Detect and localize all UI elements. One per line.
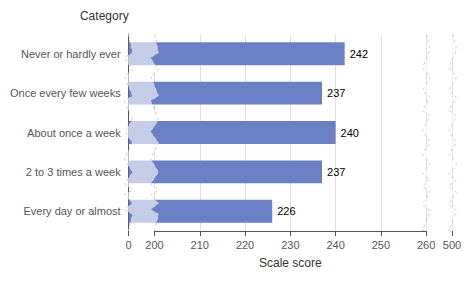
svg-text:230: 230 — [281, 239, 299, 251]
svg-text:200: 200 — [145, 239, 163, 251]
svg-text:Category: Category — [80, 9, 129, 23]
svg-text:240: 240 — [341, 127, 359, 139]
svg-text:0: 0 — [126, 239, 132, 251]
svg-text:Never or hardly ever: Never or hardly ever — [21, 48, 121, 60]
svg-text:About once a week: About once a week — [27, 127, 121, 139]
svg-text:237: 237 — [327, 87, 345, 99]
svg-text:500: 500 — [443, 239, 461, 251]
svg-text:250: 250 — [372, 239, 390, 251]
svg-text:220: 220 — [236, 239, 254, 251]
svg-text:226: 226 — [277, 205, 295, 217]
svg-text:Once every few weeks: Once every few weeks — [10, 87, 121, 99]
svg-text:210: 210 — [191, 239, 209, 251]
svg-text:Scale score: Scale score — [259, 256, 322, 270]
svg-text:240: 240 — [326, 239, 344, 251]
svg-text:260: 260 — [417, 239, 435, 251]
svg-text:Every day or almost: Every day or almost — [23, 205, 120, 217]
svg-text:242: 242 — [350, 48, 368, 60]
svg-text:237: 237 — [327, 166, 345, 178]
svg-text:2 to 3 times a week: 2 to 3 times a week — [26, 166, 121, 178]
